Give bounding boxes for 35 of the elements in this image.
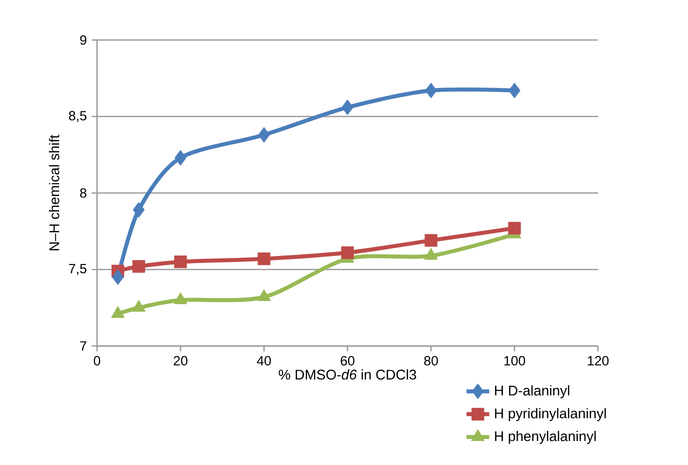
point xyxy=(508,82,520,98)
x-tick-label: 80 xyxy=(424,356,438,366)
legend-label: H phenylalaninyl xyxy=(495,430,596,444)
y-tick-label: 9 xyxy=(80,35,86,45)
point xyxy=(174,292,188,304)
legend-label: H D-alaninyl xyxy=(495,385,570,398)
point xyxy=(258,127,270,143)
x-tick-label: 40 xyxy=(256,356,271,366)
x-tick-label: 60 xyxy=(340,356,354,366)
x-tick-label: 20 xyxy=(174,356,188,366)
point xyxy=(174,256,187,268)
point xyxy=(132,300,146,312)
x-tick-label: 100 xyxy=(504,356,526,366)
x-tick-label: 0 xyxy=(94,356,100,366)
y-tick-label: 8,5 xyxy=(69,111,86,122)
y-tick-label: 7,5 xyxy=(69,264,86,275)
legend-label: H pyridinylalaninyl xyxy=(495,408,606,422)
point xyxy=(342,100,354,115)
point xyxy=(341,246,354,260)
point xyxy=(132,260,146,273)
point xyxy=(257,289,271,302)
y-axis-title: N–H chemical shift xyxy=(48,134,60,250)
point xyxy=(508,222,521,235)
x-tick-label: 120 xyxy=(588,356,609,366)
point xyxy=(111,306,125,318)
point xyxy=(132,202,145,218)
y-tick-label: 7 xyxy=(80,341,86,351)
point xyxy=(424,248,438,260)
point xyxy=(174,150,186,166)
point xyxy=(258,252,270,266)
y-tick-label: 8 xyxy=(80,188,86,198)
point xyxy=(424,234,438,247)
point xyxy=(112,269,124,285)
point xyxy=(425,82,437,98)
x-axis-title: % DMSO-d6 in CDCl3 xyxy=(278,369,416,380)
